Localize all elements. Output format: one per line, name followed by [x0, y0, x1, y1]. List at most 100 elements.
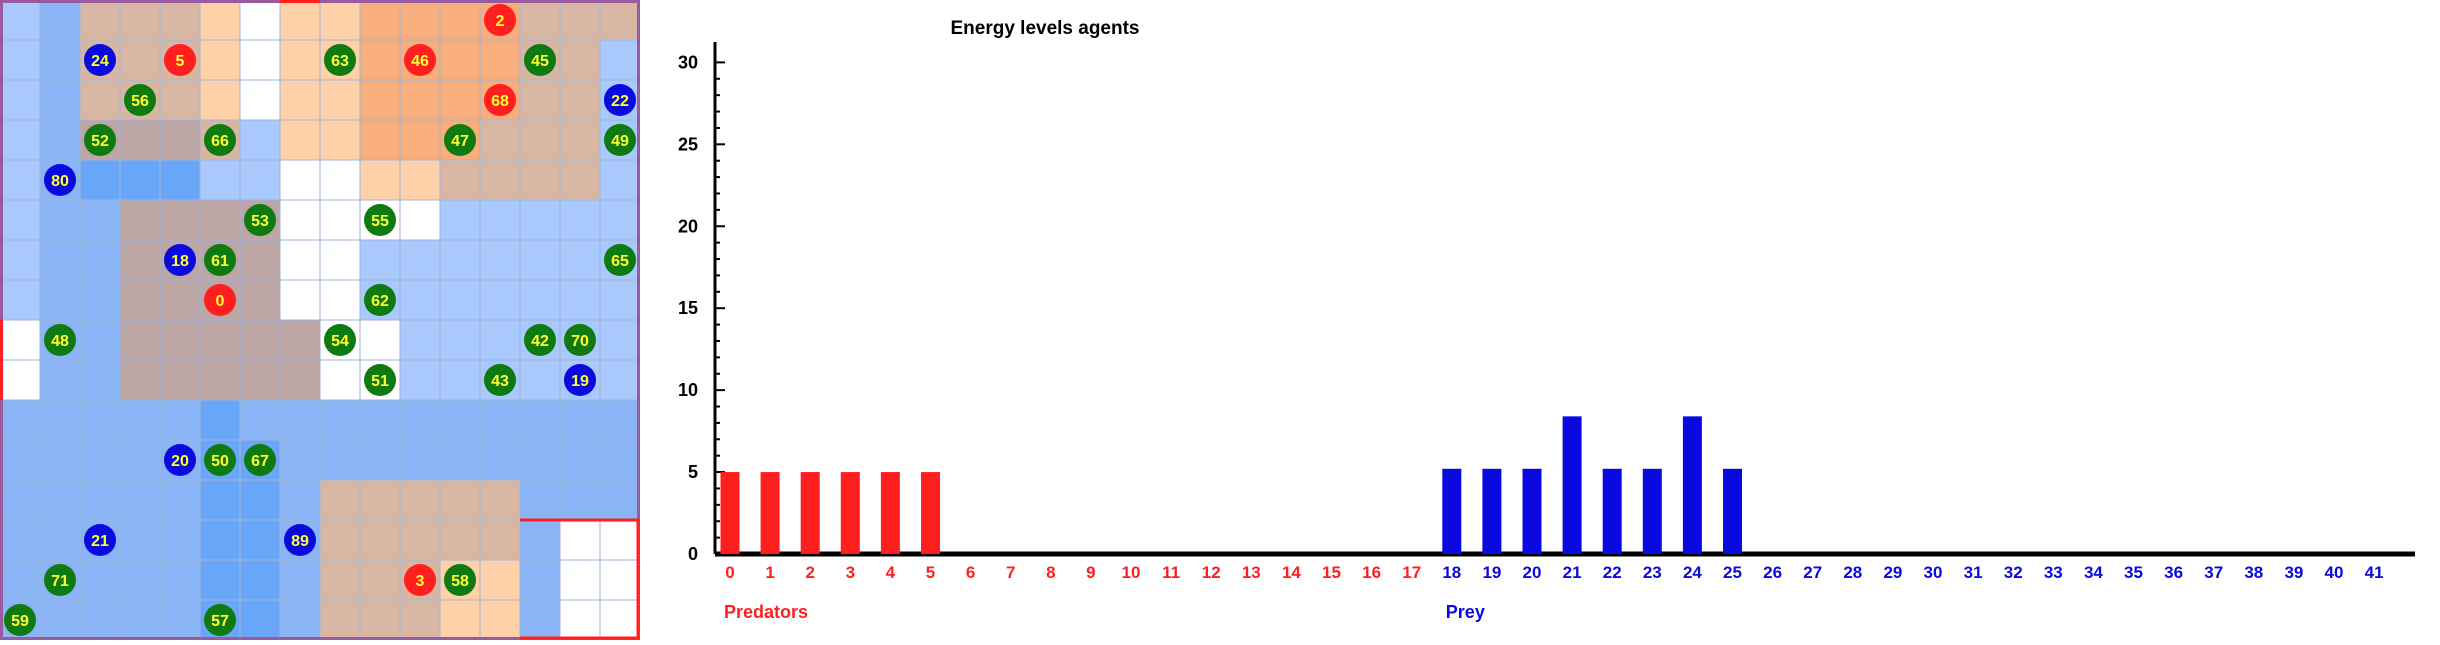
plant-agent — [604, 244, 636, 276]
grid-cell — [399, 439, 441, 481]
x-tick-label: 40 — [2325, 563, 2344, 582]
grid-cell — [399, 599, 441, 641]
grid-cell — [319, 79, 361, 121]
grid-cell — [359, 479, 401, 521]
prey-agent — [164, 244, 196, 276]
grid-cell — [319, 479, 361, 521]
grid-cell — [359, 39, 401, 81]
agent-id-label: 21 — [91, 533, 109, 550]
x-tick-label: 22 — [1603, 563, 1622, 582]
grid-cell — [119, 399, 161, 441]
grid-cell — [479, 319, 521, 361]
grid-cell — [559, 559, 601, 601]
prey-bar — [1482, 468, 1502, 554]
agent-id-label: 2 — [496, 13, 505, 30]
grid-cell — [119, 559, 161, 601]
x-tick-label: 33 — [2044, 563, 2063, 582]
grid-cell — [479, 559, 521, 601]
grid-cell — [279, 239, 321, 281]
x-tick-label: 20 — [1523, 563, 1542, 582]
grid-cell — [0, 359, 41, 401]
grid-cell — [39, 0, 81, 41]
grid-cell — [599, 439, 641, 481]
grid-cell — [359, 399, 401, 441]
plant-agent — [244, 444, 276, 476]
grid-cell — [519, 439, 561, 481]
y-tick-label: 30 — [678, 52, 698, 72]
agent-id-label: 51 — [371, 373, 389, 390]
grid-cell — [599, 479, 641, 521]
grid-cell — [159, 119, 201, 161]
y-tick-label: 5 — [688, 462, 698, 482]
grid-cell — [119, 479, 161, 521]
agent-id-label: 0 — [216, 293, 225, 310]
prey-agent — [164, 444, 196, 476]
prey-bar — [1682, 416, 1702, 554]
grid-cell — [0, 319, 41, 361]
plant-agent — [484, 364, 516, 396]
x-tick-label: 10 — [1122, 563, 1141, 582]
grid-cell — [199, 359, 241, 401]
plant-agent — [244, 204, 276, 236]
grid-cell — [439, 0, 481, 41]
grid-cell — [239, 79, 281, 121]
agent-id-label: 57 — [211, 613, 229, 630]
x-tick-label: 6 — [966, 563, 975, 582]
grid-cell — [199, 199, 241, 241]
x-tick-label: 12 — [1202, 563, 1221, 582]
predators-bar — [880, 472, 900, 554]
x-tick-label: 8 — [1046, 563, 1055, 582]
grid-cell — [279, 439, 321, 481]
grid-cell — [199, 519, 241, 561]
grid-cell — [399, 159, 441, 201]
x-tick-label: 24 — [1683, 563, 1702, 582]
plant-agent — [324, 324, 356, 356]
agent-id-label: 45 — [531, 53, 549, 70]
energy-chart: Energy levels agents 0 5 10 15 20 25 30 0 1 2 3 4 5 6… — [640, 0, 2440, 640]
plant-agent — [524, 324, 556, 356]
plant-agent — [204, 444, 236, 476]
grid-cell — [199, 159, 241, 201]
grid-cell — [599, 399, 641, 441]
grid-cell — [239, 599, 281, 641]
grid-cell — [119, 279, 161, 321]
grid-highlight-region — [520, 518, 640, 640]
grid-cell — [439, 79, 481, 121]
grid-cell — [559, 79, 601, 121]
grid-cell — [239, 159, 281, 201]
grid-cell — [119, 239, 161, 281]
grid-cell — [239, 119, 281, 161]
x-tick-label: 35 — [2124, 563, 2143, 582]
plant-agent — [364, 204, 396, 236]
agent-id-label: 24 — [91, 53, 109, 70]
grid-cell — [599, 559, 641, 601]
grid-cell — [0, 239, 41, 281]
agent-id-label: 3 — [416, 573, 425, 590]
plant-agent — [524, 44, 556, 76]
prey-bar — [1602, 468, 1622, 554]
grid-cell — [559, 599, 601, 641]
grid-cell — [479, 39, 521, 81]
grid-cell — [199, 319, 241, 361]
grid-cell — [599, 599, 641, 641]
grid-cell — [439, 279, 481, 321]
grid-cell — [519, 479, 561, 521]
grid-cell — [559, 119, 601, 161]
grid-cell — [519, 519, 561, 561]
x-tick-label: 9 — [1086, 563, 1095, 582]
grid-cell — [599, 519, 641, 561]
grid-cell — [319, 559, 361, 601]
agent-id-label: 68 — [491, 93, 509, 110]
plant-agent — [204, 604, 236, 636]
grid-cell — [39, 119, 81, 161]
grid-cell — [159, 359, 201, 401]
agent-id-label: 54 — [331, 333, 349, 350]
grid-cell — [159, 159, 201, 201]
predator-agent — [484, 84, 516, 116]
agent-id-label: 65 — [611, 253, 629, 270]
grid-cell — [159, 199, 201, 241]
prey-bar — [1442, 468, 1462, 554]
plant-agent — [204, 244, 236, 276]
grid-cell — [0, 439, 41, 481]
grid-cell — [559, 519, 601, 561]
